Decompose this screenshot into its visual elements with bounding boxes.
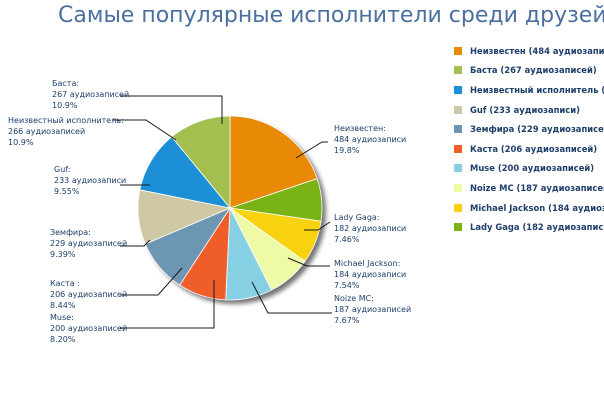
legend-item: Noize MC (187 аудиозаписей) (454, 178, 604, 198)
slice-label-line: Неизвестный исполнитель: (8, 116, 124, 125)
legend-label: Guf (233 аудиозаписи) (470, 104, 580, 115)
slice-label-2: Michael Jackson: 184 аудиозаписи 7.54% (334, 259, 406, 290)
slice-label-1: Lady Gaga: 182 аудиозаписи 7.46% (334, 213, 406, 244)
slice-label-7: Guf: 233 аудиозаписи 9.55% (54, 165, 126, 196)
slice-label-line: Guf: (54, 165, 71, 174)
slice-label-line: 266 аудиозаписей (8, 127, 85, 136)
slice-label-line: 229 аудиозаписей (50, 239, 127, 248)
slice-label-line: 233 аудиозаписи (54, 176, 126, 185)
legend-swatch (454, 164, 462, 173)
slice-label-line: 200 аудиозаписей (50, 324, 127, 333)
legend-item: Неизвестный исполнитель (266 аудиозаписе… (454, 80, 604, 100)
slice-label-line: 7.54% (334, 281, 360, 290)
slice-label-5: Каста : 206 аудиозаписей 8.44% (50, 279, 127, 310)
legend-swatch (454, 203, 462, 212)
legend-label: Noize MC (187 аудиозаписей) (470, 182, 604, 193)
legend-swatch (454, 85, 462, 94)
slice-label-8: Неизвестный исполнитель: 266 аудиозаписей… (8, 116, 124, 147)
slice-label-line: 182 аудиозаписи (334, 224, 406, 233)
legend-label: Неизвестный исполнитель (266 аудиозаписе… (470, 84, 604, 95)
slice-label-line: 267 аудиозаписей (52, 90, 129, 99)
slice-label-6: Земфира: 229 аудиозаписей 9.39% (50, 228, 127, 259)
legend-item: Неизвестен (484 аудиозаписи) (454, 41, 604, 61)
leader-line-8 (112, 119, 177, 141)
slice-label-line: 8.44% (50, 301, 76, 310)
slice-label-3: Noize MC: 187 аудиозаписей 7.67% (334, 294, 411, 325)
leader-line-4 (120, 280, 215, 329)
slice-label-line: Michael Jackson: (334, 259, 400, 268)
leader-line-3 (251, 281, 332, 314)
slice-label-9: Баста: 267 аудиозаписей 10.9% (52, 79, 129, 110)
legend-item: Каста (206 аудиозаписей) (454, 139, 604, 159)
legend-swatch (454, 66, 462, 75)
legend-label: Неизвестен (484 аудиозаписи) (470, 45, 604, 56)
slice-label-line: 7.46% (334, 235, 360, 244)
pie-slices (137, 115, 323, 301)
slice-label-line: 9.39% (50, 250, 76, 259)
leader-line-9 (120, 95, 223, 124)
slice-labels: Неизвестен: 484 аудиозаписи 19.8% Lady Gaga… (8, 79, 411, 344)
leader-line-6 (120, 239, 151, 247)
slice-label-line: 484 аудиозаписи (334, 135, 406, 144)
label-leaders (112, 95, 332, 329)
slice-label-line: Земфира: (50, 228, 91, 237)
slice-label-line: 10.9% (52, 101, 78, 110)
leader-line-2 (287, 257, 330, 267)
pie-slice-0 (229, 115, 318, 209)
slice-label-line: 19.8% (334, 146, 360, 155)
legend-swatch (454, 144, 462, 153)
slice-label-line: 206 аудиозаписей (50, 290, 127, 299)
legend-label: Lady Gaga (182 аудиозаписи) (470, 222, 604, 233)
legend-label: Michael Jackson (184 аудиозаписи) (470, 202, 604, 213)
legend-label: Земфира (229 аудиозаписей) (470, 124, 604, 135)
legend-item: Michael Jackson (184 аудиозаписи) (454, 198, 604, 218)
slice-label-line: Баста: (52, 79, 79, 88)
legend-label: Каста (206 аудиозаписей) (470, 143, 598, 154)
legend-item: Баста (267 аудиозаписей) (454, 61, 604, 81)
slice-label-line: 8.20% (50, 335, 76, 344)
chart-title: Самые популярные исполнители среди друзе… (58, 3, 604, 28)
slice-label-0: Неизвестен: 484 аудиозаписи 19.8% (334, 124, 406, 155)
leader-line-0 (295, 141, 328, 159)
legend-swatch (454, 223, 462, 232)
slice-label-line: Неизвестен: (334, 124, 386, 133)
legend-label: Баста (267 аудиозаписей) (470, 65, 597, 76)
slice-label-line: Noize MC: (334, 294, 374, 303)
slice-label-line: 184 аудиозаписи (334, 270, 406, 279)
legend-item: Lady Gaga (182 аудиозаписи) (454, 217, 604, 237)
legend-item: Guf (233 аудиозаписи) (454, 100, 604, 120)
legend-item: Земфира (229 аудиозаписей) (454, 119, 604, 139)
legend-item: Muse (200 аудиозаписей) (454, 159, 604, 179)
slice-label-4: Muse: 200 аудиозаписей 8.20% (50, 313, 127, 344)
slice-label-line: 9.55% (54, 187, 80, 196)
leader-line-5 (120, 267, 183, 296)
slice-label-line: Каста : (50, 279, 80, 288)
slice-label-line: Muse: (50, 313, 74, 322)
slice-label-line: 10.9% (8, 138, 34, 147)
legend: Неизвестен (484 аудиозаписи) Баста (267 а… (454, 41, 604, 237)
legend-swatch (454, 46, 462, 55)
legend-swatch (454, 183, 462, 192)
slice-label-line: 7.67% (334, 316, 360, 325)
legend-swatch (454, 125, 462, 134)
leader-line-1 (304, 221, 331, 231)
slice-label-line: Lady Gaga: (334, 213, 380, 222)
legend-swatch (454, 105, 462, 114)
legend-label: Muse (200 аудиозаписей) (470, 163, 595, 174)
slice-label-line: 187 аудиозаписей (334, 305, 411, 314)
